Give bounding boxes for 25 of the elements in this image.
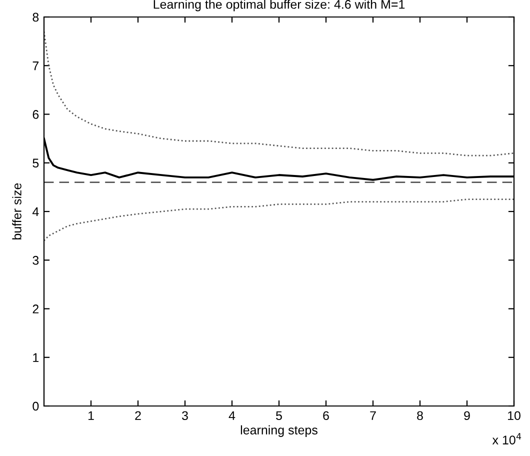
x-tick-label: 9 — [464, 411, 470, 420]
x-tick-label: 7 — [370, 411, 376, 420]
x-tick-label: 8 — [417, 411, 423, 420]
y-tick-label: 4 — [32, 207, 39, 216]
y-tick-label: 3 — [32, 256, 39, 265]
y-tick-label: 1 — [33, 353, 39, 362]
x-tick-label: 4 — [228, 411, 236, 420]
x-tick-label: 6 — [323, 411, 329, 420]
y-tick-label: 7 — [32, 62, 39, 70]
x-tick-label: 10 — [508, 411, 520, 420]
x-axis-title: learning steps — [240, 425, 318, 437]
chart-title: Learning the optimal buffer size: 4.6 with M=1 — [154, 0, 405, 12]
x-tick-label: 2 — [135, 411, 141, 420]
y-tick-label: 0 — [32, 402, 39, 411]
y-axis-title: buffer size — [12, 183, 22, 240]
line-series — [44, 30, 514, 156]
x-tick-label: 3 — [182, 411, 188, 420]
y-tick-label: 2 — [32, 304, 39, 314]
line-series — [44, 198, 514, 242]
text: x 10$^{4}$ — [492, 433, 522, 444]
y-tick-label: 6 — [32, 110, 39, 119]
x-tick-label: 5 — [276, 411, 282, 420]
x-tick-label: 1 — [88, 411, 94, 420]
y-tick-label: 8 — [32, 12, 39, 22]
y-tick-label: 5 — [32, 158, 39, 168]
